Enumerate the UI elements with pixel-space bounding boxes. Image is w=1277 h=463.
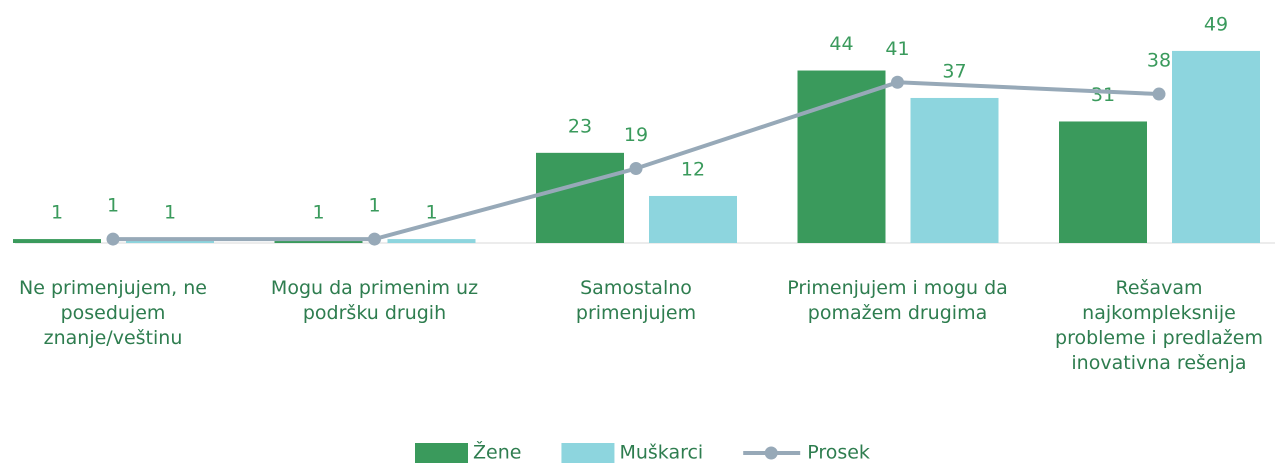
bar bbox=[1172, 50, 1260, 243]
data-label: 12 bbox=[681, 158, 705, 180]
legend-label: Muškarci bbox=[619, 442, 703, 463]
x-tick-label: Rešavam najkompleksnije probleme i predlaž… bbox=[1055, 277, 1263, 374]
data-label: 44 bbox=[829, 33, 853, 55]
data-label: 41 bbox=[885, 38, 909, 60]
line-marker bbox=[1152, 87, 1166, 101]
x-tick-label: Primenjujem i mogu da pomažem drugima bbox=[787, 277, 1008, 324]
legend-swatch bbox=[764, 446, 778, 460]
bar bbox=[910, 97, 999, 244]
bar bbox=[387, 239, 476, 243]
legend-label: Prosek bbox=[807, 442, 870, 463]
line-marker bbox=[629, 162, 643, 176]
data-label: 1 bbox=[51, 202, 63, 224]
line bbox=[113, 80, 1160, 242]
data-label: 37 bbox=[942, 60, 966, 82]
line-marker bbox=[106, 232, 120, 246]
legend-swatch bbox=[415, 443, 468, 463]
data-label: 1 bbox=[425, 202, 437, 224]
data-label: 38 bbox=[1147, 50, 1171, 72]
legend-swatch bbox=[561, 443, 615, 463]
line-marker bbox=[891, 75, 904, 89]
x-tick-label: Samostalno primenjujem bbox=[576, 277, 696, 324]
data-label: 19 bbox=[624, 124, 648, 146]
x-tick-label: Ne primenjujem, ne posedujem znanje/veštin… bbox=[19, 277, 207, 349]
data-label: 23 bbox=[568, 115, 592, 137]
x-tick-label: Mogu da primenim uz podršku drugih bbox=[271, 277, 478, 324]
legend-label: Žene bbox=[473, 441, 521, 463]
data-label: 1 bbox=[312, 202, 324, 224]
bar bbox=[649, 195, 737, 243]
bar bbox=[536, 152, 624, 243]
bar bbox=[797, 70, 886, 244]
line-marker bbox=[368, 232, 381, 246]
data-label: 1 bbox=[368, 195, 380, 217]
data-label: 31 bbox=[1091, 84, 1115, 106]
data-label: 49 bbox=[1204, 13, 1228, 35]
bar bbox=[1059, 121, 1147, 243]
data-label: 1 bbox=[164, 202, 176, 224]
bar bbox=[13, 239, 101, 243]
data-label: 1 bbox=[107, 195, 119, 217]
